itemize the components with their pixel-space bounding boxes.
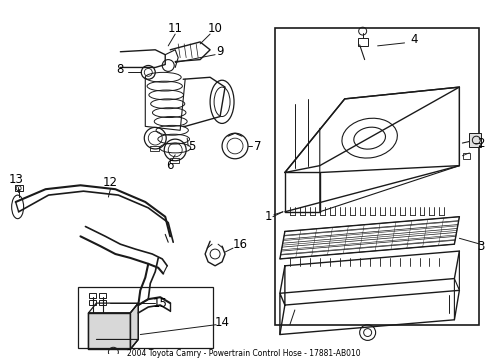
Text: 8: 8 [117,63,124,76]
Text: 15: 15 [152,297,167,310]
Bar [274,28,478,325]
Text: 4: 4 [410,33,417,46]
Text: 11: 11 [167,22,183,35]
Text: 7: 7 [254,140,261,153]
Bar [99,300,106,305]
Text: 10: 10 [207,22,222,35]
Text: 16: 16 [232,238,247,251]
Text: 5: 5 [188,140,195,153]
Polygon shape [88,303,138,349]
Text: 2004 Toyota Camry - Powertrain Control Hose - 17881-AB010: 2004 Toyota Camry - Powertrain Control H… [127,349,360,358]
Bar [89,293,96,298]
Bar [150,146,159,151]
Text: 2: 2 [476,136,483,149]
Bar [468,133,480,147]
Bar [78,287,213,348]
Text: 13: 13 [8,173,23,186]
Text: 3: 3 [476,240,483,253]
Bar [99,293,106,298]
Text: 12: 12 [102,176,118,189]
Bar [357,38,367,46]
Text: 1: 1 [264,210,271,223]
Bar [15,185,22,191]
Text: 14: 14 [214,316,229,329]
Bar [170,158,179,163]
Text: 6: 6 [166,159,174,172]
Text: 9: 9 [216,45,224,58]
Bar [89,300,96,305]
Bar [463,153,469,159]
